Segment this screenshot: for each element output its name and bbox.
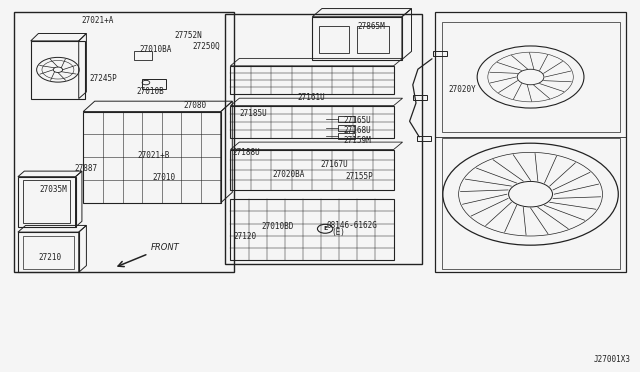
Bar	[413, 95, 427, 100]
Bar	[134, 51, 152, 60]
Text: 27250Q: 27250Q	[192, 42, 220, 51]
Bar	[357, 26, 389, 53]
Bar	[14, 12, 234, 272]
Text: 27080: 27080	[183, 101, 206, 110]
Bar	[23, 236, 74, 269]
Bar	[338, 125, 355, 131]
Text: J27001X3: J27001X3	[593, 355, 630, 364]
Text: 27010B: 27010B	[136, 87, 164, 96]
Bar	[31, 41, 85, 99]
Text: 27159M: 27159M	[343, 137, 371, 145]
Bar	[225, 14, 422, 264]
Bar	[442, 22, 620, 132]
Bar	[442, 138, 620, 269]
Text: 08146-6162G: 08146-6162G	[326, 221, 377, 230]
Bar	[23, 180, 70, 223]
Text: 27168U: 27168U	[343, 126, 371, 135]
Bar	[18, 177, 76, 227]
Bar	[230, 150, 394, 190]
Text: 27155P: 27155P	[346, 172, 373, 181]
Text: 27021+A: 27021+A	[82, 16, 115, 25]
Text: FRONT: FRONT	[151, 243, 180, 252]
Bar	[319, 26, 349, 53]
Text: 27185U: 27185U	[239, 109, 267, 118]
Text: E: E	[323, 226, 327, 231]
Text: 27165U: 27165U	[343, 116, 371, 125]
Bar	[18, 232, 79, 272]
Text: 27887: 27887	[74, 164, 97, 173]
Bar	[338, 133, 355, 139]
Text: 27210: 27210	[38, 253, 61, 262]
Text: 27010BA: 27010BA	[140, 45, 172, 54]
Text: 27035M: 27035M	[40, 185, 67, 194]
Bar	[83, 112, 221, 203]
Bar	[338, 116, 355, 122]
Text: 27020BA: 27020BA	[273, 170, 305, 179]
Text: 27167U: 27167U	[320, 160, 348, 169]
Bar	[417, 136, 431, 141]
Text: (E): (E)	[332, 228, 346, 237]
Text: 27120: 27120	[234, 232, 257, 241]
Bar	[312, 17, 402, 60]
Text: 27020Y: 27020Y	[448, 85, 476, 94]
Bar	[230, 66, 394, 94]
Text: 27188U: 27188U	[232, 148, 260, 157]
Bar	[230, 106, 394, 138]
Text: 27010BD: 27010BD	[261, 222, 294, 231]
Text: 27752N: 27752N	[174, 31, 202, 40]
Text: 27865M: 27865M	[357, 22, 385, 31]
Text: 27010: 27010	[152, 173, 175, 182]
Bar	[230, 199, 394, 260]
Bar	[142, 79, 166, 89]
Bar	[435, 12, 626, 272]
Text: 27161U: 27161U	[298, 93, 325, 102]
Text: 27021+B: 27021+B	[137, 151, 170, 160]
Text: 27245P: 27245P	[90, 74, 117, 83]
Bar	[433, 51, 447, 56]
